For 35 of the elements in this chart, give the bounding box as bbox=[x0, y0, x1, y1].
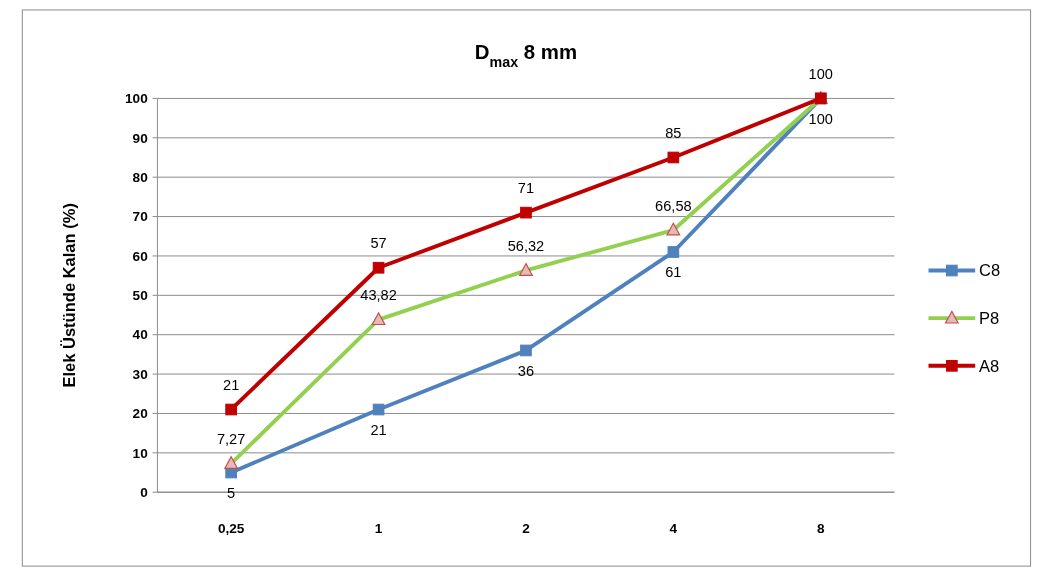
data-label: 71 bbox=[517, 180, 535, 197]
data-label: 100 bbox=[808, 110, 833, 127]
x-tick-label: 1 bbox=[374, 521, 383, 537]
legend-label: P8 bbox=[979, 308, 1000, 328]
data-label: 57 bbox=[370, 235, 387, 252]
chart-title: D$_{max}$ 8 mm bbox=[474, 40, 578, 70]
y-tick-label: 100 bbox=[125, 91, 149, 107]
y-tick-label: 10 bbox=[132, 445, 149, 461]
y-tick-label: 40 bbox=[132, 327, 149, 343]
data-label: 56,32 bbox=[507, 237, 545, 254]
x-tick-label: 0,25 bbox=[217, 521, 245, 537]
data-label: 7,27 bbox=[216, 431, 246, 448]
data-label: 66,58 bbox=[655, 197, 692, 214]
data-label: 21 bbox=[370, 421, 387, 438]
y-tick-label: 70 bbox=[132, 209, 149, 225]
data-label: 85 bbox=[665, 125, 682, 142]
y-tick-label: 60 bbox=[132, 248, 149, 264]
y-tick-label: 80 bbox=[132, 169, 149, 185]
data-label: 100 bbox=[808, 65, 833, 82]
x-tick-label: 2 bbox=[522, 521, 531, 537]
y-tick-label: 30 bbox=[132, 366, 149, 382]
data-label: 43,82 bbox=[360, 287, 397, 304]
y-axis-title: Elek Üstünde Kalan (%) bbox=[59, 203, 79, 388]
data-label: 36 bbox=[517, 362, 535, 379]
data-label: 21 bbox=[223, 377, 240, 394]
legend-label: A8 bbox=[979, 356, 1000, 376]
y-tick-label: 20 bbox=[132, 406, 149, 422]
y-tick-label: 90 bbox=[132, 130, 149, 146]
y-tick-label: 0 bbox=[140, 484, 149, 500]
x-tick-label: 4 bbox=[669, 521, 678, 537]
x-tick-label: 8 bbox=[816, 521, 825, 537]
y-tick-label: 50 bbox=[132, 288, 149, 304]
data-label: 61 bbox=[665, 264, 682, 281]
legend-label: C8 bbox=[979, 261, 1001, 281]
data-label: 5 bbox=[227, 484, 236, 501]
